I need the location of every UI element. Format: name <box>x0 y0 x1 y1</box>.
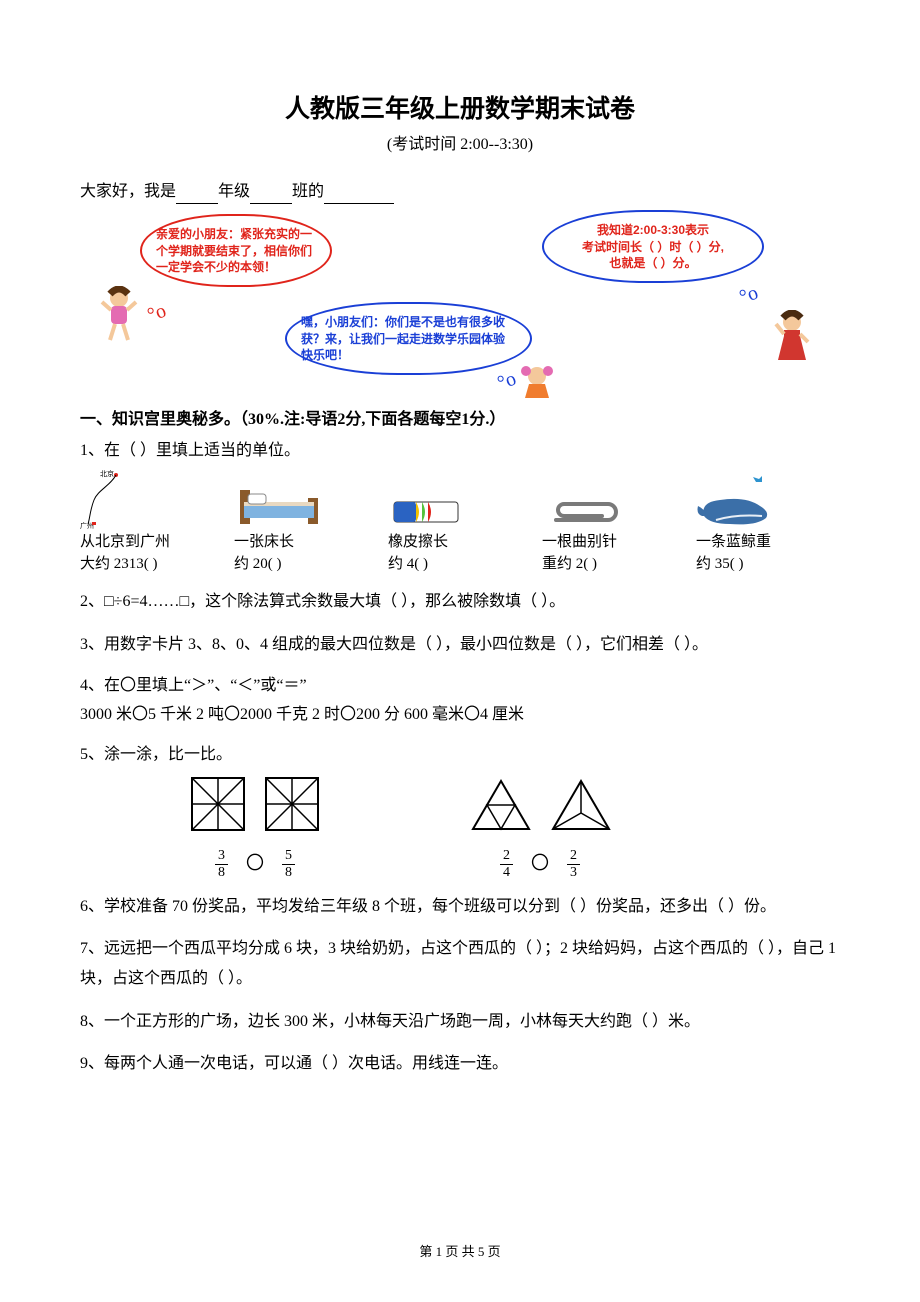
bubble-tail-icon: °o <box>143 296 171 331</box>
speech-bubble-3: 我知道2:00-3:30表示 考试时间长（ ）时（ ）分, 也就是（ ）分。 <box>542 210 764 283</box>
q5-pair-left <box>190 776 320 841</box>
intro-class-suffix: 班的 <box>292 183 324 200</box>
q1-line2: 约 4( ) <box>388 554 532 576</box>
q6: 6、学校准备 70 份奖品，平均发给三年级 8 个班，每个班级可以分到（ ）份奖… <box>80 892 840 922</box>
bubble-tail-icon: °o <box>735 278 763 313</box>
fraction: 24 <box>500 849 513 880</box>
speech-bubble-2: 嘿，小朋友们：你们是不是也有很多收获？来，让我们一起走进数学乐园体验快乐吧！ <box>285 302 532 375</box>
bubble3-line2: 考试时间长（ ）时（ ）分, <box>582 240 724 254</box>
bed-icon <box>234 468 378 530</box>
bubble3-line3: 也就是（ ）分。 <box>609 256 696 270</box>
square-8-icon <box>264 776 320 832</box>
triangle-4-icon <box>470 778 532 832</box>
page-footer: 第 1 页 共 5 页 <box>0 1242 920 1262</box>
q1-item: 一根曲别针 重约 2( ) <box>542 468 686 576</box>
q1-item: 一张床长 约 20( ) <box>234 468 378 576</box>
fraction: 23 <box>567 849 580 880</box>
paperclip-icon <box>542 468 686 530</box>
q4-a: 4、在〇里填上“＞”、“＜”或“＝” <box>80 672 840 699</box>
q5-intro: 5、涂一涂，比一比。 <box>80 741 840 768</box>
whale-icon <box>696 468 840 530</box>
q5-fractions: 38 〇 58 24 〇 23 <box>190 845 840 880</box>
bubble3-line1: 我知道2:00-3:30表示 <box>597 223 709 237</box>
section-1-title: 一、知识宫里奥秘多。（30%.注:导语2分,下面各题每空1分.） <box>80 408 840 433</box>
intro-line: 大家好，我是 年级 班的 <box>80 180 840 205</box>
square-8-icon <box>190 776 246 832</box>
intro-grade-suffix: 年级 <box>218 183 250 200</box>
q1-item: 北京 广州 从北京到广州 大约 2313( ) <box>80 468 224 576</box>
page: 人教版三年级上册数学期末试卷 (考试时间 2:00--3:30) 大家好，我是 年… <box>0 0 920 1302</box>
page-title: 人教版三年级上册数学期末试卷 <box>80 90 840 129</box>
map-icon: 北京 广州 <box>80 468 224 530</box>
q1-item: 一条蓝鲸重 约 35( ) <box>696 468 840 576</box>
svg-text:北京: 北京 <box>100 469 114 478</box>
q1-line1: 一根曲别针 <box>542 532 686 554</box>
q4-b: 3000 米〇5 千米 2 吨〇2000 千克 2 时〇200 分 600 毫米… <box>80 701 840 728</box>
q1-line2: 约 35( ) <box>696 554 840 576</box>
q1-line1: 一条蓝鲸重 <box>696 532 840 554</box>
fraction: 58 <box>282 849 295 880</box>
q3: 3、用数字卡片 3、8、0、4 组成的最大四位数是（ ），最小四位数是（ ），它… <box>80 630 840 660</box>
compare-circle[interactable]: 〇 <box>246 850 264 878</box>
kid-right-icon <box>770 310 814 370</box>
q1-line1: 橡皮擦长 <box>388 532 532 554</box>
blank-grade[interactable] <box>176 187 218 204</box>
q2: 2、□÷6=4……□，这个除法算式余数最大填（ ），那么被除数填（ ）。 <box>80 587 840 617</box>
blank-class[interactable] <box>250 187 292 204</box>
kid-left-icon <box>96 286 142 342</box>
exam-time: (考试时间 2:00--3:30) <box>80 133 840 158</box>
q7: 7、远远把一个西瓜平均分成 6 块，3 块给奶奶，占这个西瓜的（ ）；2 块给妈… <box>80 934 840 995</box>
q1-row: 北京 广州 从北京到广州 大约 2313( ) <box>80 468 840 576</box>
q8: 8、一个正方形的广场，边长 300 米，小林每天沿广场跑一周，小林每天大约跑（ … <box>80 1007 840 1037</box>
q1-intro: 1、在（ ）里填上适当的单位。 <box>80 439 840 464</box>
q1-line1: 从北京到广州 <box>80 532 224 554</box>
intro-prefix: 大家好，我是 <box>80 183 176 200</box>
triangle-3-icon <box>550 778 612 832</box>
svg-text:广州: 广州 <box>80 521 94 530</box>
fraction: 38 <box>215 849 228 880</box>
q1-item: 橡皮擦长 约 4( ) <box>388 468 532 576</box>
q1-line2: 重约 2( ) <box>542 554 686 576</box>
kid-middle-icon <box>516 362 558 404</box>
q5-figures <box>190 776 840 841</box>
compare-circle[interactable]: 〇 <box>531 850 549 878</box>
eraser-icon <box>388 468 532 530</box>
q1-line1: 一张床长 <box>234 532 378 554</box>
q1-line2: 约 20( ) <box>234 554 378 576</box>
q9: 9、每两个人通一次电话，可以通（ ）次电话。用线连一连。 <box>80 1049 840 1079</box>
q1-line2: 大约 2313( ) <box>80 554 224 576</box>
q5-pair-right <box>470 778 612 841</box>
speech-bubble-1: 亲爱的小朋友：紧张充实的一个学期就要结束了，相信你们一定学会不少的本领！ <box>140 214 332 287</box>
blank-name[interactable] <box>324 187 394 204</box>
cartoons-area: 亲爱的小朋友：紧张充实的一个学期就要结束了，相信你们一定学会不少的本领！ °o … <box>80 214 840 404</box>
